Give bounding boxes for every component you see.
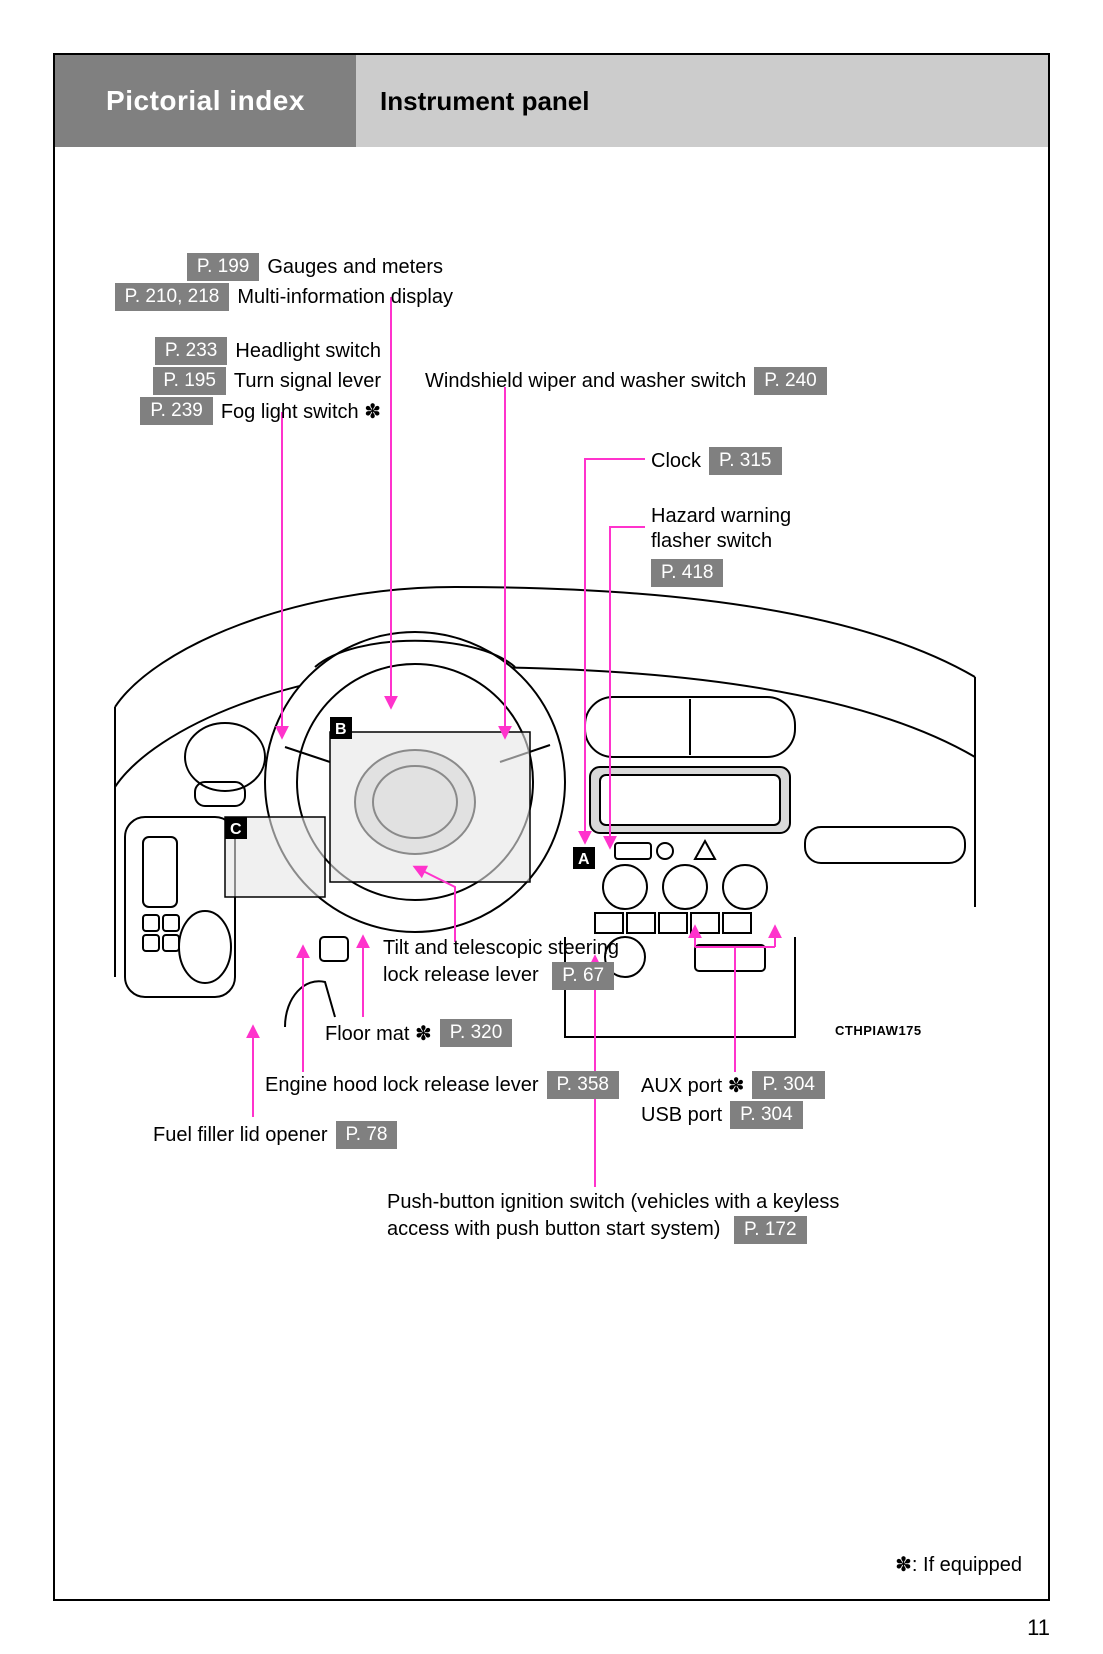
label-usb: USB port [641,1104,722,1127]
callout-enginehood: Engine hood lock release lever P. 358 [265,1071,619,1099]
pref-mid: P. 210, 218 [115,283,230,311]
pref-usb: P. 304 [730,1101,802,1129]
callout-fuelfiller: Fuel filler lid opener P. 78 [153,1121,397,1149]
callout-hazard: Hazard warning flasher switch P. 418 [651,505,791,587]
label-fuelfiller: Fuel filler lid opener [153,1124,328,1147]
callout-gauges: P. 199 Gauges and meters [55,253,443,281]
label-wiper: Windshield wiper and washer switch [425,370,746,393]
callout-floormat: Floor mat ✽ P. 320 [325,1019,512,1047]
page-frame: Pictorial index Instrument panel [53,53,1050,1601]
label-turnsignal: Turn signal lever [234,370,381,393]
pref-headlight: P. 233 [155,337,227,365]
pref-wiper: P. 240 [754,367,826,395]
label-foglight: Fog light switch ✽ [221,399,381,424]
header-left-text: Pictorial index [106,85,305,117]
callout-wiper: Windshield wiper and washer switch P. 24… [425,367,827,395]
pref-fuelfiller: P. 78 [336,1121,398,1149]
label-pushbutton-1: Push-button ignition switch (vehicles wi… [387,1191,839,1214]
header-section-title: Pictorial index [55,55,356,147]
pref-turnsignal: P. 195 [153,367,225,395]
label-tilt-1: Tilt and telescopic steering [383,937,619,960]
label-headlight: Headlight switch [235,340,381,363]
marker-c: C [230,821,242,838]
pref-gauges: P. 199 [187,253,259,281]
callout-pushbutton: Push-button ignition switch (vehicles wi… [387,1191,839,1244]
content-area: B C A [55,147,1048,1599]
callout-tilt: Tilt and telescopic steering lock releas… [383,937,619,990]
label-hazard-2: flasher switch [651,530,791,553]
page-header: Pictorial index Instrument panel [55,55,1048,147]
label-aux: AUX port ✽ [641,1073,744,1098]
callout-clock: Clock P. 315 [651,447,782,475]
label-mid: Multi-information display [237,286,453,309]
pref-pushbutton: P. 172 [734,1216,806,1244]
pref-enginehood: P. 358 [547,1071,619,1099]
pref-tilt: P. 67 [552,962,614,990]
callout-usb: USB port P. 304 [641,1101,803,1129]
callout-headlight: P. 233 Headlight switch [55,337,381,365]
pref-clock: P. 315 [709,447,781,475]
label-gauges: Gauges and meters [267,256,443,279]
label-hazard-1: Hazard warning [651,505,791,528]
label-floormat: Floor mat ✽ [325,1021,432,1046]
callout-aux: AUX port ✽ P. 304 [641,1071,825,1099]
label-clock: Clock [651,450,701,473]
pref-floormat: P. 320 [440,1019,512,1047]
pref-foglight: P. 239 [140,397,212,425]
header-right-text: Instrument panel [380,86,589,117]
pref-aux: P. 304 [752,1071,824,1099]
label-tilt-2: lock release lever [383,964,539,986]
callout-turnsignal: P. 195 Turn signal lever [55,367,381,395]
page-number: 11 [1027,1615,1050,1641]
label-enginehood: Engine hood lock release lever [265,1074,539,1097]
pref-hazard: P. 418 [651,559,723,587]
callout-mid: P. 210, 218 Multi-information display [55,283,453,311]
footnote: ✽: If equipped [895,1552,1022,1577]
image-code: CTHPIAW175 [835,1023,922,1038]
marker-a: A [578,851,590,868]
label-pushbutton-2: access with push button start system) [387,1218,720,1240]
callout-foglight: P. 239 Fog light switch ✽ [55,397,381,425]
header-subtitle: Instrument panel [356,55,1048,147]
marker-b: B [335,721,347,738]
